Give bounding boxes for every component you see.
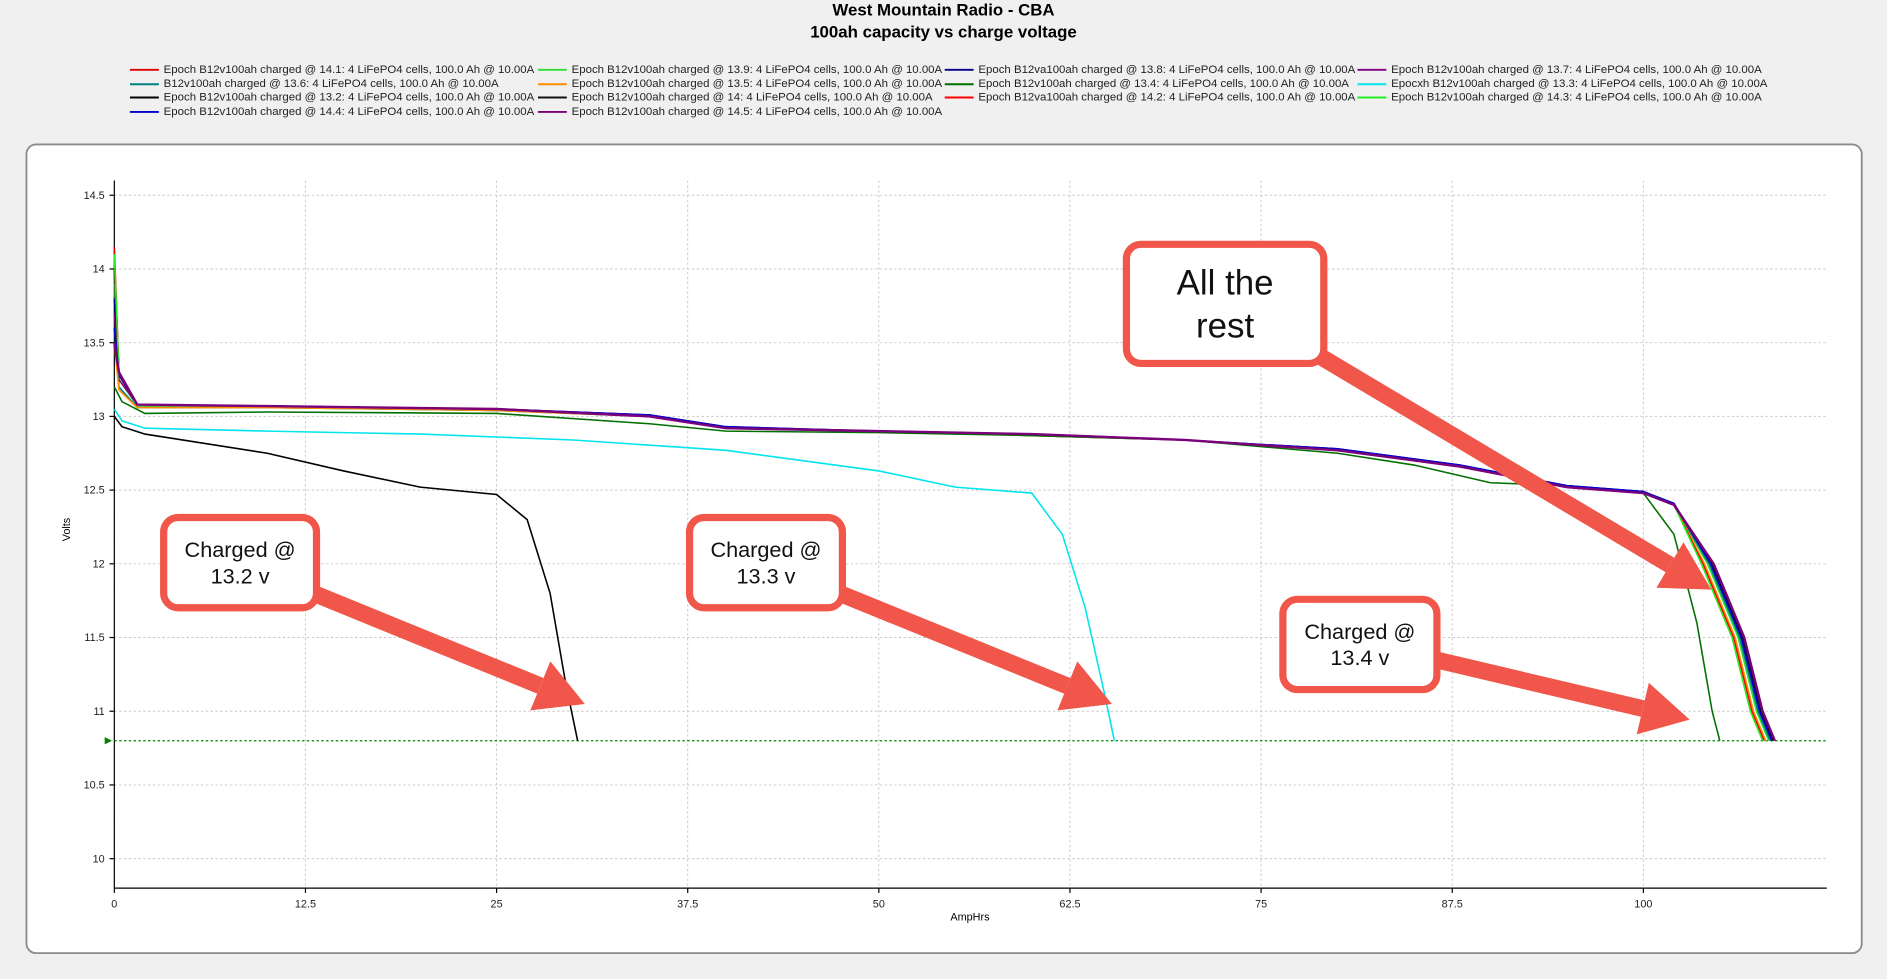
x-tick-label: 12.5: [295, 898, 316, 910]
x-tick-label: 100: [1634, 898, 1652, 910]
legend-label: Epoch B12va100ah charged @ 13.8: 4 LiFeP…: [978, 64, 1355, 76]
arrow-shaft: [307, 584, 544, 694]
y-tick-label: 12: [93, 558, 105, 570]
legend-item: Epoch B12v100ah charged @ 14: 4 LiFePO4 …: [537, 91, 933, 103]
legend-item: B12v100ah charged @ 13.6: 4 LiFePO4 cell…: [129, 78, 499, 90]
arrow-shaft: [1432, 651, 1645, 717]
legend-label: Epoch B12v100ah charged @ 13.5: 4 LiFePO…: [572, 78, 943, 90]
callout-text: Charged @: [710, 537, 821, 562]
arrow-shaft: [833, 584, 1071, 694]
legend-label: Epoch B12v100ah charged @ 14.1: 4 LiFePO…: [164, 64, 535, 76]
callout-text: 13.2 v: [211, 563, 270, 588]
legend-item: Epoch B12v100ah charged @ 13.5: 4 LiFePO…: [537, 78, 943, 90]
legend-item: Epoch B12v100ah charged @ 13.9: 4 LiFePO…: [537, 64, 943, 76]
legend-label: Epoch B12v100ah charged @ 14.3: 4 LiFePO…: [1391, 91, 1762, 103]
x-tick-label: 0: [111, 898, 117, 910]
callout-box: [160, 513, 321, 612]
x-tick-label: 25: [491, 898, 503, 910]
legend-label: Epoch B12v100ah charged @ 14: 4 LiFePO4 …: [572, 91, 933, 103]
legend-label: B12v100ah charged @ 13.6: 4 LiFePO4 cell…: [164, 78, 499, 90]
x-axis-label: AmpHrs: [950, 912, 990, 924]
y-axis-label: Volts: [61, 517, 73, 541]
arrow-shaft: [1307, 344, 1675, 573]
legend-item: Epoch B12v100ah charged @ 14.3: 4 LiFePO…: [1357, 91, 1762, 103]
legend-item: Epoch B12va100ah charged @ 13.8: 4 LiFeP…: [944, 64, 1356, 76]
chart-subtitle: 100ah capacity vs charge voltage: [810, 22, 1077, 41]
x-tick-label: 50: [873, 898, 885, 910]
series-line: [113, 342, 1776, 742]
callout-box: [1279, 595, 1441, 694]
legend-label: Epoch B12v100ah charged @ 13.2: 4 LiFePO…: [164, 91, 535, 103]
legend-item: Epoch B12v100ah charged @ 13.2: 4 LiFePO…: [129, 91, 535, 103]
arrow-head: [1057, 661, 1112, 711]
y-tick-label: 12.5: [84, 485, 105, 497]
legend-item: Epoch B12v100ah charged @ 14.1: 4 LiFePO…: [129, 64, 535, 76]
cutoff-marker: [104, 737, 112, 745]
y-tick-label: 10: [93, 853, 105, 865]
legend-item: Epoch B12va100ah charged @ 14.2: 4 LiFeP…: [944, 91, 1356, 103]
y-tick-label: 14: [93, 264, 105, 276]
arrow-head: [1636, 682, 1690, 735]
x-tick-label: 37.5: [677, 898, 698, 910]
callout-text: 13.4 v: [1330, 645, 1389, 670]
callout-box: [1122, 240, 1328, 368]
legend-label: Epoch B12v100ah charged @ 13.4: 4 LiFePO…: [978, 78, 1349, 90]
callout-text: Charged @: [1304, 619, 1415, 644]
series-line: [113, 415, 579, 741]
arrow-head: [530, 661, 585, 711]
callout-box: [685, 513, 847, 612]
legend-label: Epoch B12va100ah charged @ 14.2: 4 LiFeP…: [978, 91, 1355, 103]
legend-label: Epoch B12v100ah charged @ 13.9: 4 LiFePO…: [572, 64, 943, 76]
legend-label: Epoch B12v100ah charged @ 13.7: 4 LiFePO…: [1391, 64, 1762, 76]
y-tick-label: 13.5: [84, 337, 105, 349]
arrow-head: [1656, 542, 1712, 590]
y-tick-label: 10.5: [84, 780, 105, 792]
plot-frame: [25, 143, 1863, 955]
legend-item: Epocxh B12v100ah charged @ 13.3: 4 LiFeP…: [1357, 78, 1768, 90]
callout-text: 13.3 v: [736, 563, 795, 588]
y-tick-label: 13: [93, 411, 105, 423]
legend-item: Epoch B12v100ah charged @ 13.7: 4 LiFePO…: [1357, 64, 1762, 76]
callout-text: Charged @: [185, 537, 296, 562]
chart-title: West Mountain Radio - CBA: [832, 1, 1054, 20]
x-tick-label: 87.5: [1442, 898, 1463, 910]
legend-item: Epoch B12v100ah charged @ 13.4: 4 LiFePO…: [944, 78, 1349, 90]
legend-item: Epoch B12v100ah charged @ 14.4: 4 LiFePO…: [129, 106, 535, 118]
legend-item: Epoch B12v100ah charged @ 14.5: 4 LiFePO…: [537, 106, 943, 118]
y-tick-label: 14.5: [84, 190, 105, 202]
y-tick-label: 11.5: [84, 632, 104, 644]
x-tick-label: 75: [1255, 898, 1267, 910]
x-tick-label: 62.5: [1059, 898, 1080, 910]
callout-text: rest: [1196, 307, 1254, 346]
callout-text: All the: [1177, 263, 1274, 302]
series-line: [113, 408, 1116, 741]
legend-label: Epoch B12v100ah charged @ 14.4: 4 LiFePO…: [164, 106, 535, 118]
legend-label: Epocxh B12v100ah charged @ 13.3: 4 LiFeP…: [1391, 78, 1768, 90]
y-tick-label: 11: [93, 706, 104, 718]
legend-label: Epoch B12v100ah charged @ 14.5: 4 LiFePO…: [572, 106, 943, 118]
